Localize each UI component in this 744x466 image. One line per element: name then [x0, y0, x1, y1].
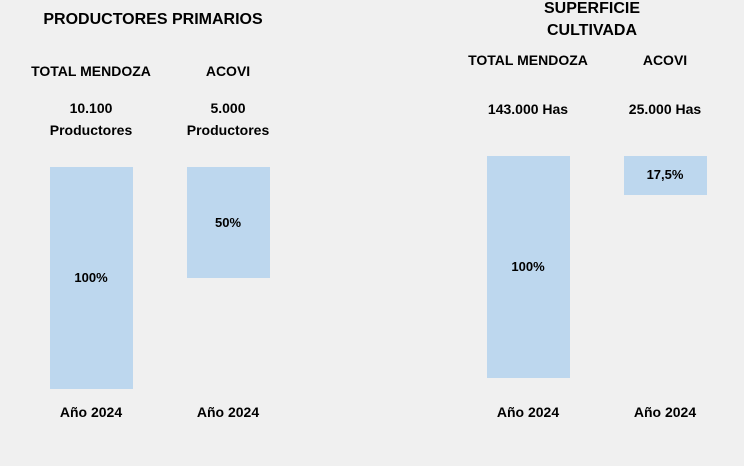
total-label: 25.000 Has [628, 101, 702, 117]
column-header: TOTAL MENDOZA [31, 63, 151, 79]
bar [49, 167, 133, 389]
bar [486, 156, 570, 378]
bar [186, 167, 270, 278]
value-label: 100% [74, 270, 108, 285]
panel-title: PRODUCTORES PRIMARIOS [43, 11, 263, 28]
column-header: ACOVI [642, 52, 688, 68]
value-label: 100% [511, 259, 545, 274]
value-label: 17,5% [646, 167, 684, 183]
period-label: Año 2024 [633, 404, 697, 420]
total-label: 5.000 Productores [186, 100, 270, 138]
total-label: 143.000 Has [487, 101, 569, 117]
total-label: 10.100 Productores [49, 100, 133, 138]
panel-title: SUPERFICIE CULTIVADA [543, 0, 640, 39]
period-label: Año 2024 [496, 404, 560, 420]
column-header: ACOVI [205, 63, 251, 79]
column-header: TOTAL MENDOZA [468, 52, 588, 68]
bar [623, 156, 707, 195]
period-label: Año 2024 [196, 404, 260, 420]
period-label: Año 2024 [59, 404, 123, 420]
value-label: 50% [214, 214, 242, 230]
